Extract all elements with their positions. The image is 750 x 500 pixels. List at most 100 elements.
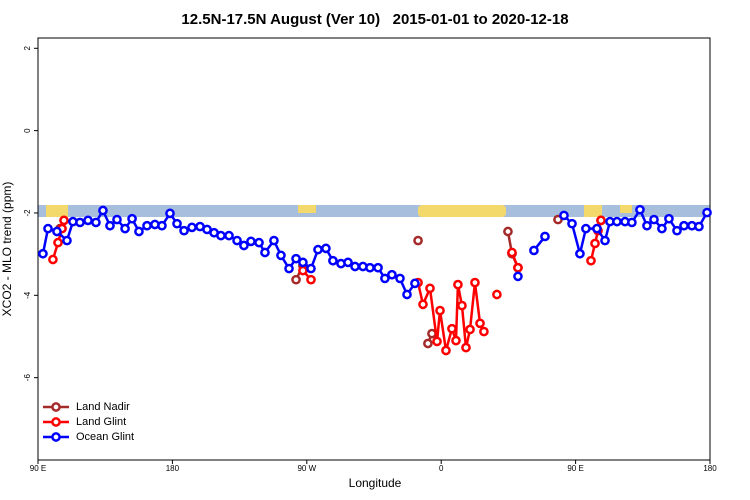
point	[612, 216, 622, 227]
point	[395, 273, 405, 284]
point	[423, 338, 433, 349]
point	[52, 226, 62, 237]
y-tick-label: -2	[23, 209, 32, 217]
legend-label: Land Nadir	[76, 401, 130, 413]
point	[112, 214, 122, 225]
point	[298, 265, 308, 276]
point	[98, 205, 108, 216]
x-tick-label: 90 E	[30, 464, 46, 473]
point	[120, 223, 130, 234]
point	[492, 289, 502, 300]
land-patch	[298, 205, 316, 213]
point	[380, 273, 390, 284]
point	[43, 223, 53, 234]
point	[53, 237, 63, 248]
point	[179, 225, 189, 236]
point	[343, 257, 353, 268]
point	[513, 271, 523, 282]
point	[457, 300, 467, 311]
point	[284, 263, 294, 274]
chart-title: 12.5N-17.5N August (Ver 10) 2015-01-01 t…	[181, 11, 568, 28]
point	[38, 248, 48, 259]
point	[187, 222, 197, 233]
x-axis-label: Longitude	[349, 476, 402, 490]
x-tick-label: 0	[439, 464, 444, 473]
point	[596, 215, 606, 226]
point	[479, 326, 489, 337]
point	[75, 217, 85, 228]
point	[246, 236, 256, 247]
point	[172, 218, 182, 229]
point	[142, 220, 152, 231]
point	[465, 324, 475, 335]
point	[224, 230, 234, 241]
series-line	[51, 220, 603, 351]
point	[291, 253, 301, 264]
point	[702, 207, 712, 218]
point	[260, 247, 270, 258]
point	[410, 278, 420, 289]
point	[59, 215, 69, 226]
land-patch	[584, 205, 602, 217]
point	[432, 336, 442, 347]
series-line	[294, 219, 603, 344]
point	[276, 250, 286, 261]
point	[413, 235, 423, 246]
y-tick-label: 2	[23, 46, 32, 51]
point	[291, 274, 301, 285]
point	[586, 255, 596, 266]
point	[672, 225, 682, 236]
point	[540, 231, 550, 242]
plot-frame	[37, 37, 711, 461]
point	[127, 213, 137, 224]
x-tick-label: 90 W	[297, 464, 316, 473]
point	[216, 230, 226, 241]
point	[62, 235, 72, 246]
point	[239, 240, 249, 251]
point	[581, 223, 591, 234]
point	[298, 257, 308, 268]
point	[559, 210, 569, 221]
point	[105, 220, 115, 231]
y-tick-label: 0	[23, 128, 32, 133]
legend-label: Land Glint	[76, 416, 126, 428]
legend-marker	[51, 402, 61, 412]
point	[451, 335, 461, 346]
point	[313, 244, 323, 255]
land-patch	[620, 205, 632, 213]
x-tick-label: 180	[703, 464, 717, 473]
point	[232, 235, 242, 246]
legend-marker	[51, 432, 61, 442]
point	[694, 221, 704, 232]
point	[83, 215, 93, 226]
point	[321, 243, 331, 254]
point	[350, 261, 360, 272]
point	[635, 204, 645, 215]
point	[48, 254, 58, 265]
point	[425, 283, 435, 294]
y-tick-label: -6	[23, 374, 32, 382]
land-patch	[46, 205, 68, 217]
point	[592, 223, 602, 234]
point	[507, 247, 517, 258]
legend-marker	[51, 417, 61, 427]
point	[664, 213, 674, 224]
point	[328, 255, 338, 266]
point	[475, 318, 485, 329]
point	[306, 263, 316, 274]
point	[575, 248, 585, 259]
point	[642, 220, 652, 231]
legend-label: Ocean Glint	[76, 431, 134, 443]
point	[470, 277, 480, 288]
y-axis-label: XCO2 - MLO trend (ppm)	[0, 182, 14, 317]
point	[91, 217, 101, 228]
point	[679, 220, 689, 231]
point	[461, 342, 471, 353]
point	[306, 274, 316, 285]
point	[529, 245, 539, 256]
point	[165, 208, 175, 219]
point	[600, 235, 610, 246]
point	[513, 262, 523, 273]
map-strip	[38, 205, 710, 217]
